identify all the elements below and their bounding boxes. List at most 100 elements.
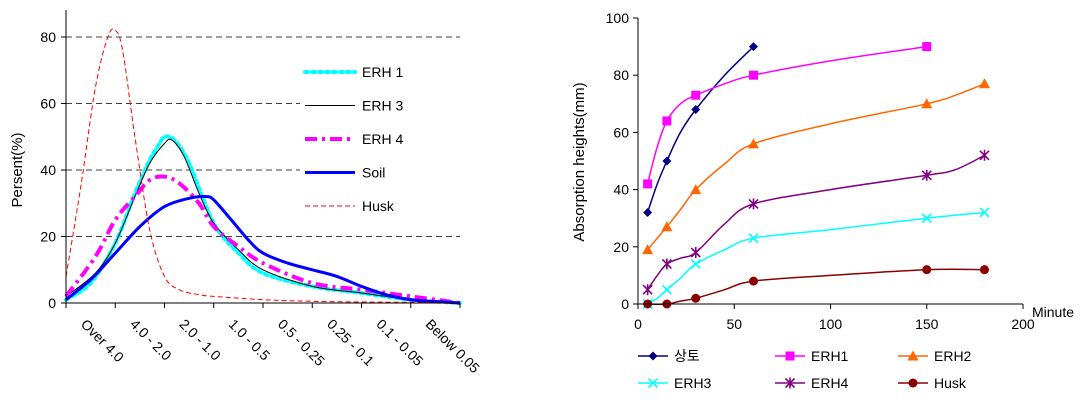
x-tick-label: 0 <box>634 316 642 332</box>
data-point <box>922 42 932 52</box>
data-point <box>907 350 919 361</box>
data-point <box>908 378 918 388</box>
y-axis-title-right: Absorption heights(mm) <box>571 82 588 241</box>
legend-label: Husk <box>934 375 967 391</box>
series-line-erh-4 <box>64 174 461 305</box>
series-line-erh-3 <box>65 138 461 304</box>
series-상토 <box>643 42 758 217</box>
y-tick-label: 0 <box>621 296 629 312</box>
x-tick-label: 50 <box>726 316 742 332</box>
series-line <box>646 46 755 213</box>
y-tick-label: 40 <box>40 162 56 178</box>
data-point <box>979 149 990 161</box>
x-tick-label: 100 <box>819 316 843 332</box>
legend-label: Husk <box>362 198 395 214</box>
x-tick-label: 4.0 - 2.0 <box>127 316 175 364</box>
data-point <box>749 42 758 52</box>
data-point <box>784 377 796 389</box>
legend-label: ERH1 <box>811 348 849 364</box>
data-point <box>921 213 932 224</box>
y-tick-label: 80 <box>40 29 56 45</box>
data-point <box>662 156 672 166</box>
series-erh2 <box>642 78 990 255</box>
data-point <box>662 116 672 126</box>
data-point <box>642 244 654 255</box>
data-point <box>979 207 990 218</box>
data-point <box>690 258 701 270</box>
legend-bg <box>300 194 470 218</box>
data-point <box>748 138 759 149</box>
data-point <box>980 265 989 275</box>
legend-label: 상토 <box>674 348 700 364</box>
x-tick-label: 1.0 - 0.5 <box>226 316 274 364</box>
x-axis-title-right: Minute <box>1032 304 1074 320</box>
absorption-chart: 0 20 40 60 80 100 0 50 100 150 200 Absorption hei… <box>571 10 1074 391</box>
y-tick-label: 60 <box>40 96 56 112</box>
legend-label: ERH3 <box>674 375 712 391</box>
legend-item: ERH4 <box>775 375 849 391</box>
legend-bg <box>300 127 470 151</box>
y-axis-title-left: Persent(%) <box>9 132 26 207</box>
particle-size-chart: 0 20 40 60 80 Over 4.0 4.0 - 2.0 2.0 - 1.0 1.0 … <box>9 10 483 376</box>
series-erh3 <box>642 207 990 310</box>
data-point <box>690 247 701 259</box>
legend-label: ERH 1 <box>362 64 403 80</box>
x-tick-label: 2.0 - 1.0 <box>176 316 224 364</box>
y-tick-label: 80 <box>613 67 629 83</box>
legend-item: ERH1 <box>775 348 849 364</box>
data-point <box>749 276 758 286</box>
legend-item: ERH2 <box>898 348 972 364</box>
series-line-husk <box>65 28 461 304</box>
y-tick-label: 40 <box>613 182 629 198</box>
data-point <box>661 284 672 295</box>
data-point <box>690 184 702 195</box>
legend-label: ERH 4 <box>362 131 403 147</box>
x-tick-label: Over 4.0 <box>78 316 127 365</box>
series-husk <box>643 265 989 309</box>
data-point <box>661 221 673 232</box>
data-point <box>748 198 759 210</box>
legend-label: ERH 3 <box>362 98 403 114</box>
y-tick-label: 20 <box>613 239 629 255</box>
series-line <box>647 268 985 305</box>
data-point <box>691 293 701 303</box>
x-tick-label: 0.25 - 0.1 <box>324 316 377 369</box>
legend-label: ERH2 <box>934 348 972 364</box>
series-line-soil <box>65 195 461 305</box>
data-point <box>661 258 672 270</box>
y-tick-label: 60 <box>613 124 629 140</box>
legend-item: 상토 <box>638 348 700 364</box>
y-tick-label: 100 <box>606 10 630 26</box>
x-tick-label: 0.5 - 0.25 <box>275 316 328 369</box>
legend-item: ERH3 <box>638 375 712 391</box>
data-point <box>643 207 653 217</box>
data-point <box>921 98 933 109</box>
y-tick-label: 20 <box>40 229 56 245</box>
legend-right: 상토 ERH1 ERH2 ERH3 ERH4 Husk <box>638 348 972 391</box>
x-tick-label: 200 <box>1011 316 1035 332</box>
series-line <box>647 211 985 305</box>
data-point <box>691 105 701 115</box>
x-tick-label: Below 0.05 <box>423 316 483 376</box>
data-point <box>647 377 659 389</box>
x-tick-label: 0.1 - 0.05 <box>373 316 426 369</box>
data-point <box>785 351 795 361</box>
series-line <box>646 45 927 185</box>
data-point <box>691 90 701 100</box>
legend-label: Soil <box>362 165 385 181</box>
data-point <box>642 284 653 296</box>
legend-label: ERH4 <box>811 375 849 391</box>
series-erh1 <box>643 42 932 189</box>
y-tick-label: 0 <box>48 295 56 311</box>
data-point <box>748 233 759 244</box>
data-point <box>648 351 658 361</box>
data-point <box>921 169 932 181</box>
series-erh4 <box>642 149 990 296</box>
data-point <box>643 179 653 189</box>
legend-left: ERH 1 ERH 3 ERH 4 Soil Husk <box>300 60 470 218</box>
legend-item: Husk <box>898 375 967 391</box>
data-point <box>922 265 932 275</box>
data-point <box>749 70 758 80</box>
data-point <box>979 78 990 89</box>
